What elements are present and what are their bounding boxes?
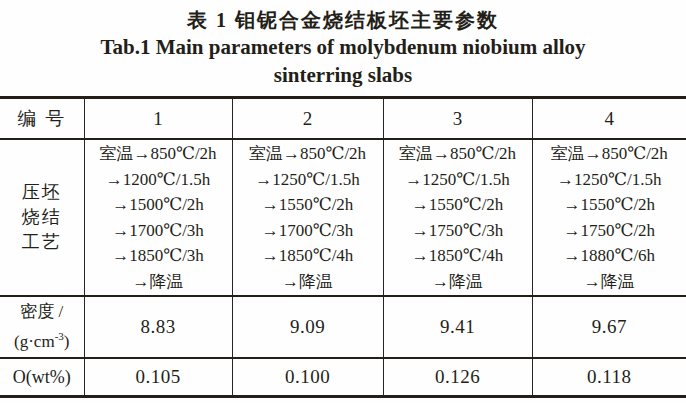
process-step: 室温→850℃/2h (85, 141, 232, 167)
column-header-1: 1 (84, 98, 232, 140)
process-step: →1550℃/2h (384, 192, 532, 218)
process-step: →1250℃/1.5h (233, 167, 383, 193)
density-label: 密度 / (0, 300, 84, 324)
parameters-table: 编 号 1 2 3 4 压坯 烧结 工艺 室温→850℃/2h →1200℃/1… (0, 96, 686, 398)
density-value-2: 9.09 (232, 296, 383, 358)
column-header-2: 2 (232, 98, 383, 140)
density-value-3: 9.41 (383, 296, 532, 358)
table-caption-en-line2: sinterring slabs (0, 61, 686, 89)
paper-table-figure: 表 1 钼铌合金烧结板坯主要参数 Tab.1 Main parameters o… (0, 0, 686, 403)
process-step: →1880℃/6h (533, 243, 686, 269)
row-label-density: 密度 / (g·cm-3) (0, 296, 84, 358)
process-step: →1250℃/1.5h (533, 167, 686, 193)
oxygen-value-1: 0.105 (84, 358, 232, 397)
process-step: →1700℃/3h (85, 218, 232, 244)
process-step: →降温 (233, 269, 383, 295)
row-label-process: 压坯 烧结 工艺 (0, 139, 84, 296)
process-step: →1850℃/4h (384, 243, 532, 269)
oxygen-row: O(wt%) 0.105 0.100 0.126 0.118 (0, 358, 686, 397)
density-unit: (g·cm-3) (0, 324, 84, 354)
process-step: →1700℃/3h (233, 218, 383, 244)
row-label-oxygen: O(wt%) (0, 358, 84, 397)
row-label-process-line: 烧结 (0, 205, 84, 230)
process-cell-3: 室温→850℃/2h →1250℃/1.5h →1550℃/2h →1750℃/… (383, 139, 532, 296)
process-step: →降温 (384, 269, 532, 295)
process-cell-2: 室温→850℃/2h →1250℃/1.5h →1550℃/2h →1700℃/… (232, 139, 383, 296)
table-header-row: 编 号 1 2 3 4 (0, 98, 686, 140)
density-value-1: 8.83 (84, 296, 232, 358)
oxygen-value-4: 0.118 (532, 358, 686, 397)
density-value-4: 9.67 (532, 296, 686, 358)
header-cell-number-label: 编 号 (0, 98, 84, 140)
process-step: →1850℃/3h (85, 243, 232, 269)
process-step: →1550℃/2h (233, 192, 383, 218)
process-step: 室温→850℃/2h (384, 141, 532, 167)
process-step: →1250℃/1.5h (384, 167, 532, 193)
density-unit-suffix: ) (64, 332, 70, 351)
process-row: 压坯 烧结 工艺 室温→850℃/2h →1200℃/1.5h →1500℃/2… (0, 139, 686, 296)
column-header-3: 3 (383, 98, 532, 140)
table-caption-zh: 表 1 钼铌合金烧结板坯主要参数 (0, 7, 686, 33)
density-unit-exponent: -3 (55, 330, 64, 342)
process-step: →1750℃/2h (533, 218, 686, 244)
table-caption-en-line1: Tab.1 Main parameters of molybdenum niob… (0, 33, 686, 61)
oxygen-value-3: 0.126 (383, 358, 532, 397)
row-label-process-line: 工艺 (0, 230, 84, 255)
process-step: →降温 (85, 269, 232, 295)
density-unit-prefix: (g·cm (14, 332, 55, 351)
process-step: 室温→850℃/2h (533, 141, 686, 167)
process-cell-1: 室温→850℃/2h →1200℃/1.5h →1500℃/2h →1700℃/… (84, 139, 232, 296)
row-label-process-line: 压坯 (0, 180, 84, 205)
process-step: 室温→850℃/2h (233, 141, 383, 167)
process-step: →1550℃/2h (533, 192, 686, 218)
process-cell-4: 室温→850℃/2h →1250℃/1.5h →1550℃/2h →1750℃/… (532, 139, 686, 296)
column-header-4: 4 (532, 98, 686, 140)
process-step: →1850℃/4h (233, 243, 383, 269)
process-step: →降温 (533, 269, 686, 295)
process-step: →1500℃/2h (85, 192, 232, 218)
process-step: →1750℃/3h (384, 218, 532, 244)
process-step: →1200℃/1.5h (85, 167, 232, 193)
oxygen-value-2: 0.100 (232, 358, 383, 397)
density-row: 密度 / (g·cm-3) 8.83 9.09 9.41 9.67 (0, 296, 686, 358)
